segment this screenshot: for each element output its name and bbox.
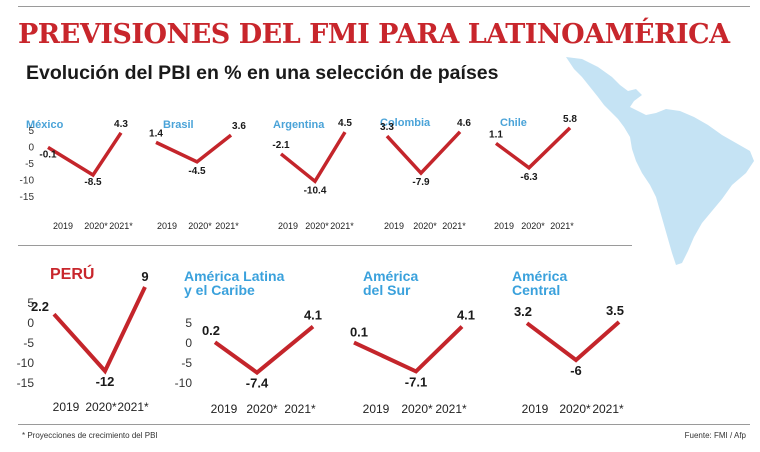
y-tick-label: 5 (185, 316, 192, 330)
x-tick-label: 2020* (85, 400, 117, 414)
x-tick-label: 2019 (53, 400, 80, 414)
y-tick-label: -10 (17, 356, 35, 370)
y-tick-label: -10 (20, 176, 35, 187)
data-label: 5.8 (563, 114, 577, 125)
y-tick-label: 0 (28, 143, 34, 154)
data-label: -6.3 (520, 172, 538, 183)
x-tick-label: 2020* (401, 402, 433, 416)
chart-title: América Central (512, 268, 567, 298)
chart-title: PERÚ (50, 264, 94, 283)
chart-title: América del Sur (363, 268, 418, 298)
x-tick-label: 2020* (84, 221, 108, 231)
chart-title: América Latina y el Caribe (184, 268, 285, 298)
series-line (385, 130, 462, 176)
data-label: -10.4 (304, 185, 327, 196)
x-tick-label: 2020* (188, 221, 212, 231)
data-label: -8.5 (84, 177, 102, 188)
x-tick-label: 2021* (592, 402, 624, 416)
series-line (213, 325, 315, 376)
series-line (279, 131, 347, 184)
data-label: 3.6 (232, 121, 246, 132)
data-label: 4.6 (457, 118, 471, 129)
chart-title: Chile (500, 117, 527, 129)
x-tick-label: 2021* (435, 402, 467, 416)
x-tick-label: 2021* (330, 221, 354, 231)
series-line (47, 131, 123, 178)
chart-title: México (26, 119, 64, 131)
x-tick-label: 2021* (284, 402, 316, 416)
data-label: 2.2 (31, 299, 49, 314)
y-tick-label: -5 (181, 356, 192, 370)
data-label: -0.1 (39, 149, 57, 160)
chart-title: Brasil (163, 119, 194, 131)
series-line (353, 325, 464, 374)
subtitle: Evolución del PBI en % en una selección … (26, 62, 499, 84)
x-tick-label: 2021* (215, 221, 239, 231)
data-label: -7.4 (246, 376, 269, 391)
main-title: PREVISIONES DEL FMI PARA LATINOAMÉRICA (18, 19, 730, 50)
x-tick-label: 2019 (53, 221, 73, 231)
data-label: 0.1 (350, 325, 368, 340)
x-tick-label: 2019 (278, 221, 298, 231)
series-line (494, 126, 572, 171)
latin-america-map-icon (560, 55, 760, 270)
x-tick-label: 2020* (559, 402, 591, 416)
footnote: * Proyecciones de crecimiento del PBI (22, 431, 158, 440)
separator-rule (18, 245, 632, 246)
x-tick-label: 2021* (117, 400, 149, 414)
series-line (155, 133, 233, 164)
data-label: 3.2 (514, 304, 532, 319)
series-line (525, 320, 621, 363)
series-line (52, 286, 147, 375)
y-tick-label: -15 (17, 376, 35, 390)
y-tick-label: -15 (20, 192, 35, 203)
chart-title: Colombia (380, 117, 431, 129)
x-tick-label: 2019 (211, 402, 238, 416)
y-tick-label: 5 (27, 296, 34, 310)
data-label: -7.9 (412, 177, 430, 188)
x-tick-label: 2020* (413, 221, 437, 231)
x-tick-label: 2019 (494, 221, 514, 231)
top-rule (18, 6, 750, 7)
map-shape (566, 57, 754, 265)
data-label: 1.1 (489, 129, 503, 140)
bottom-rule (18, 424, 750, 425)
y-tick-label: 0 (185, 336, 192, 350)
data-label: 1.4 (149, 128, 163, 139)
source-note: Fuente: FMI / Afp (684, 431, 746, 440)
data-label: -6 (570, 363, 582, 378)
data-label: 3.5 (606, 303, 624, 318)
x-tick-label: 2021* (550, 221, 574, 231)
x-tick-label: 2019 (157, 221, 177, 231)
chart-title: Argentina (273, 119, 325, 131)
x-tick-label: 2021* (109, 221, 133, 231)
x-tick-label: 2019 (384, 221, 404, 231)
data-label: -12 (96, 374, 115, 389)
data-label: 4.3 (114, 119, 128, 130)
y-tick-label: -10 (175, 376, 193, 390)
data-label: -2.1 (272, 140, 290, 151)
y-tick-label: 0 (27, 316, 34, 330)
x-tick-label: 2020* (246, 402, 278, 416)
x-tick-label: 2020* (305, 221, 329, 231)
y-tick-label: 5 (28, 126, 34, 137)
x-tick-label: 2019 (522, 402, 549, 416)
y-tick-label: -5 (25, 159, 34, 170)
data-label: 9 (141, 269, 148, 284)
x-tick-label: 2021* (442, 221, 466, 231)
data-label: 4.1 (304, 308, 322, 323)
data-label: -7.1 (405, 374, 427, 389)
x-tick-label: 2020* (521, 221, 545, 231)
data-label: 4.5 (338, 118, 352, 129)
data-label: -4.5 (188, 166, 206, 177)
x-tick-label: 2019 (363, 402, 390, 416)
data-label: 4.1 (457, 308, 475, 323)
data-label: 0.2 (202, 323, 220, 338)
y-tick-label: -5 (23, 336, 34, 350)
data-label: 3.3 (380, 122, 394, 133)
